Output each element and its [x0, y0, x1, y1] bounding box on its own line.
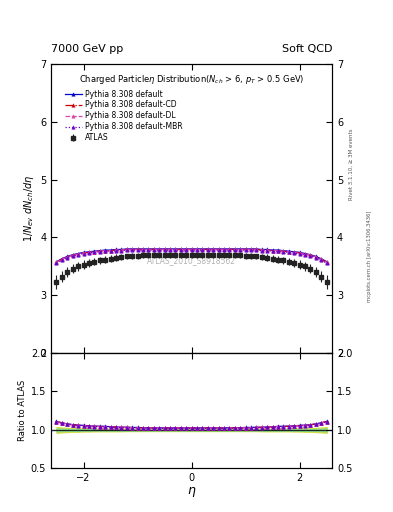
Text: ATLAS_2010_S8918562: ATLAS_2010_S8918562 [147, 256, 236, 265]
Pythia 8.308 default [54, 259, 59, 265]
Text: mcplots.cern.ch [arXiv:1306.3436]: mcplots.cern.ch [arXiv:1306.3436] [367, 210, 372, 302]
Pythia 8.308 default-CD [319, 256, 324, 262]
Line: Pythia 8.308 default-MBR: Pythia 8.308 default-MBR [55, 248, 329, 265]
Pythia 8.308 default [141, 246, 145, 252]
Text: Rivet 3.1.10, ≥ 3M events: Rivet 3.1.10, ≥ 3M events [349, 128, 354, 200]
Pythia 8.308 default-CD [125, 246, 129, 252]
Pythia 8.308 default-CD [114, 247, 118, 253]
Pythia 8.308 default-MBR [114, 248, 118, 254]
Legend: Pythia 8.308 default, Pythia 8.308 default-CD, Pythia 8.308 default-DL, Pythia 8: Pythia 8.308 default, Pythia 8.308 defau… [63, 88, 184, 144]
Pythia 8.308 default [238, 246, 242, 252]
Pythia 8.308 default [114, 246, 118, 252]
Pythia 8.308 default-MBR [54, 260, 59, 266]
Pythia 8.308 default-DL [324, 259, 329, 265]
Y-axis label: $1/N_{ev}\ dN_{ch}/d\eta$: $1/N_{ev}\ dN_{ch}/d\eta$ [22, 175, 36, 242]
Line: Pythia 8.308 default-CD: Pythia 8.308 default-CD [55, 248, 329, 264]
Pythia 8.308 default [125, 246, 129, 252]
X-axis label: $\eta$: $\eta$ [187, 485, 196, 499]
Pythia 8.308 default-CD [254, 246, 259, 252]
Text: 7000 GeV pp: 7000 GeV pp [51, 44, 123, 54]
Line: Pythia 8.308 default: Pythia 8.308 default [55, 247, 329, 263]
Pythia 8.308 default-CD [141, 246, 145, 252]
Pythia 8.308 default-MBR [141, 247, 145, 253]
Pythia 8.308 default-MBR [146, 247, 151, 253]
Pythia 8.308 default-DL [114, 247, 118, 253]
Pythia 8.308 default-DL [319, 256, 324, 262]
Y-axis label: Ratio to ATLAS: Ratio to ATLAS [18, 380, 27, 441]
Text: Charged Particle$\eta$ Distribution($N_{ch}$ > 6, $p_{T}$ > 0.5 GeV): Charged Particle$\eta$ Distribution($N_{… [79, 73, 304, 86]
Pythia 8.308 default [319, 255, 324, 262]
Pythia 8.308 default-DL [146, 246, 151, 252]
Text: Soft QCD: Soft QCD [282, 44, 332, 54]
Pythia 8.308 default-MBR [254, 247, 259, 253]
Pythia 8.308 default-MBR [125, 247, 129, 253]
Pythia 8.308 default-MBR [319, 257, 324, 263]
Pythia 8.308 default-MBR [238, 247, 242, 253]
Pythia 8.308 default-CD [146, 246, 151, 252]
Pythia 8.308 default-CD [54, 259, 59, 265]
Line: Pythia 8.308 default-DL: Pythia 8.308 default-DL [55, 248, 329, 264]
Pythia 8.308 default [324, 259, 329, 265]
Pythia 8.308 default-DL [141, 246, 145, 252]
Pythia 8.308 default-CD [238, 246, 242, 252]
Pythia 8.308 default-DL [54, 259, 59, 265]
Pythia 8.308 default-DL [125, 246, 129, 252]
Pythia 8.308 default-CD [324, 259, 329, 265]
Pythia 8.308 default [146, 246, 151, 252]
Pythia 8.308 default-DL [254, 246, 259, 252]
Pythia 8.308 default [254, 246, 259, 252]
Pythia 8.308 default-MBR [324, 260, 329, 266]
Pythia 8.308 default-DL [238, 246, 242, 252]
